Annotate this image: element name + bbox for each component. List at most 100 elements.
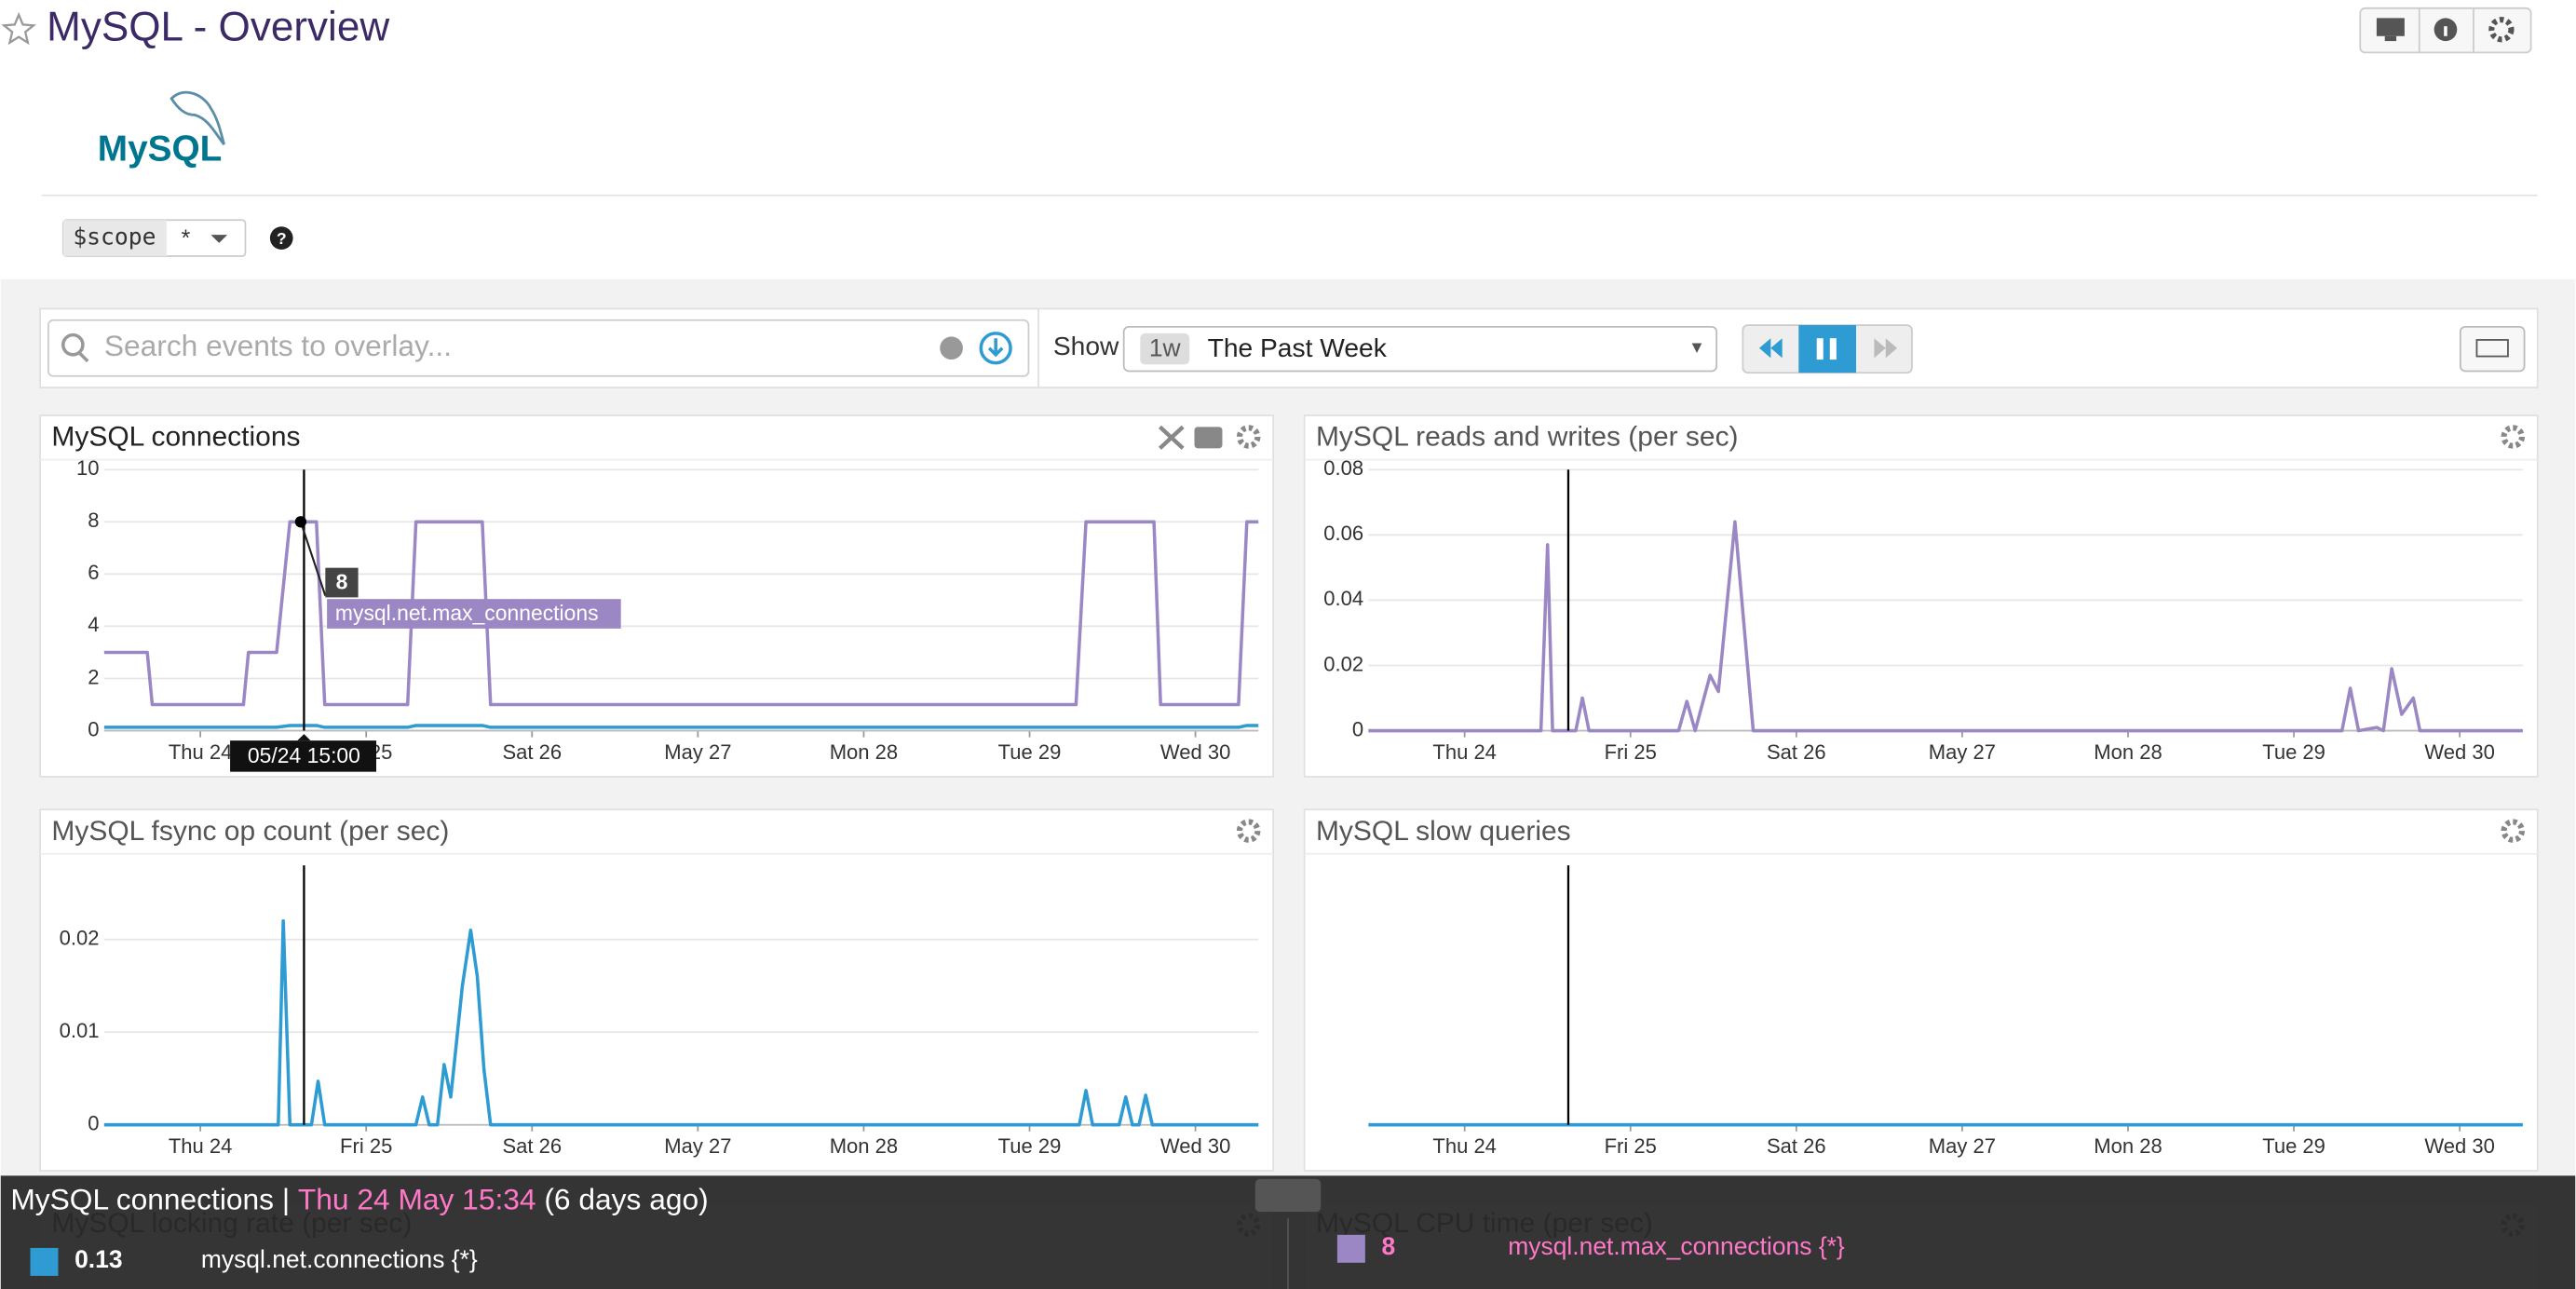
pause-glyph [1829, 338, 1837, 360]
favorite-star[interactable] [1, 11, 37, 46]
overlay-ago: (6 days ago) [544, 1183, 708, 1216]
x-tick-label: Wed 30 [2424, 740, 2494, 764]
y-tick-label: 0 [88, 717, 99, 740]
top-buttons [2359, 7, 2532, 54]
widget-settings[interactable] [1236, 425, 1261, 449]
search-placeholder: Search events to overlay... [104, 329, 452, 362]
overlay-arrow [987, 338, 1004, 358]
help-icon[interactable] [269, 226, 293, 250]
y-tick-label: 0 [1352, 717, 1363, 740]
help-glyph: ? [277, 229, 287, 248]
widget-title: MySQL fsync op count (per sec) [51, 816, 449, 847]
x-tick-label: Thu 24 [1432, 740, 1497, 764]
range-badge: 1w [1149, 334, 1182, 362]
x-tick-label: Wed 30 [2424, 1134, 2494, 1158]
widget-settings[interactable] [2501, 819, 2526, 843]
y-tick-label: 10 [76, 456, 100, 480]
search-icon-handle [78, 351, 89, 363]
x-tick-label: Fri 25 [1605, 740, 1657, 764]
x-tick-label: Thu 24 [169, 1134, 233, 1158]
y-tick-label: 0.01 [60, 1019, 100, 1042]
cursor-label-arrow [297, 734, 311, 741]
scope-value: * [182, 226, 191, 251]
widget-frame [39, 808, 1275, 1172]
y-tick-label: 2 [88, 665, 99, 688]
x-tick-label: Thu 24 [169, 740, 233, 764]
scope-name-box [62, 220, 167, 257]
mysql-logo: MySQL [98, 90, 225, 169]
y-tick-label: 8 [88, 509, 99, 532]
overlay-handle[interactable] [1254, 1178, 1322, 1213]
y-tick-label: 6 [88, 561, 99, 584]
y-tick-label: 4 [88, 613, 99, 636]
x-tick-label: Tue 29 [2262, 740, 2325, 764]
widget: MySQL reads and writes (per sec) 0 0.02 0.0… [1303, 414, 2539, 778]
overlay-time: Thu 24 May 15:34 [298, 1183, 536, 1216]
widget: MySQL fsync op count (per sec) 0 0.01 0.02 T… [39, 808, 1275, 1172]
search-input[interactable] [47, 319, 1030, 377]
show-label: Show [1053, 331, 1119, 360]
x-tick-label: Mon 28 [2094, 1134, 2162, 1158]
widget-settings[interactable] [2501, 425, 2526, 449]
widget-title: MySQL reads and writes (per sec) [1316, 422, 1739, 453]
x-tick-label: Sat 26 [502, 740, 562, 764]
widget-frame [1303, 414, 2539, 778]
y-tick-label: 0.02 [1323, 652, 1363, 675]
x-tick-label: Thu 24 [1432, 1134, 1497, 1158]
logo-dolphin [169, 90, 225, 145]
widget-title: MySQL slow queries [1316, 816, 1571, 847]
range-text: The Past Week [1208, 332, 1388, 362]
widget-title: MySQL connections [51, 422, 300, 453]
timeframe-select[interactable] [1122, 325, 1718, 373]
x-tick-label: Fri 25 [1605, 1134, 1657, 1158]
x-tick-label: Mon 28 [830, 740, 898, 764]
tv-mode-icon[interactable] [2376, 18, 2405, 36]
x-tick-label: Mon 28 [830, 1134, 898, 1158]
y-tick-label: 0.06 [1323, 522, 1363, 545]
search-icon [61, 332, 85, 357]
dropdown-caret [210, 235, 228, 243]
tooltip-value-box [325, 567, 359, 598]
rewind-button[interactable] [1758, 338, 1783, 359]
info-glyph [2444, 26, 2447, 36]
logo-text: MySQL [98, 129, 223, 169]
y-tick-label: 0.04 [1323, 587, 1363, 610]
x-tick-label: May 27 [1929, 1134, 1996, 1158]
dashboard-title: MySQL - Overview [47, 4, 389, 49]
y-tick-label: 0.08 [1323, 456, 1363, 480]
series-line [1368, 520, 2523, 733]
x-tick-label: Sat 26 [502, 1134, 562, 1158]
x-tick-label: Tue 29 [998, 1134, 1062, 1158]
select-caret [1691, 343, 1702, 354]
tooltip-series: mysql.net.max_connections [335, 601, 599, 625]
keyboard-icon [2475, 339, 2509, 358]
legend-name: mysql.net.max_connections {*} [1508, 1232, 1845, 1260]
x-tick-label: Wed 30 [1160, 1134, 1230, 1158]
clear-icon[interactable] [940, 336, 963, 360]
keyboard-button[interactable] [2459, 325, 2526, 373]
widget-expand[interactable] [1158, 425, 1185, 450]
legend-swatch [1336, 1234, 1365, 1263]
hover-overlay: MySQL connections | Thu 24 May 15:34 (6 … [0, 1175, 2576, 1289]
widget: MySQL slow queries Thu 24 Fri 25 Sat 26 May … [1303, 808, 2539, 1172]
x-tick-label: Sat 26 [1767, 740, 1826, 764]
range-badge-box [1140, 332, 1190, 365]
widget-settings[interactable] [1236, 819, 1261, 843]
cursor-label-box [230, 740, 376, 772]
pause-button[interactable] [1798, 325, 1857, 373]
overlay-separator: | [282, 1183, 290, 1216]
tooltip-point [294, 516, 307, 528]
overlay-toggle[interactable] [979, 332, 1012, 365]
legend-value: 0.13 [75, 1245, 122, 1273]
scope-name: $scope [73, 224, 156, 251]
x-tick-label: Mon 28 [2094, 740, 2162, 764]
settings-icon[interactable] [2488, 17, 2515, 43]
widget-camera[interactable] [1194, 427, 1223, 449]
widget-frame [1303, 808, 2539, 1172]
x-tick-label: Wed 30 [1160, 740, 1230, 764]
forward-button[interactable] [1874, 338, 1898, 359]
cursor-label: 05/24 15:00 [248, 743, 360, 767]
